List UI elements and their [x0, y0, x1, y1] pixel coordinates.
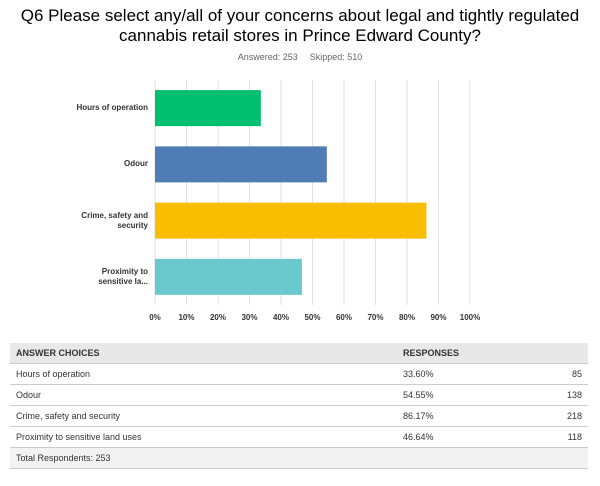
row: Odour 54.55% 138 — [10, 384, 588, 406]
row: Crime, safety and security 86.17% 218 — [10, 405, 588, 427]
x-tick-label: 30% — [241, 313, 257, 322]
percent: 54.55% — [397, 384, 514, 406]
choice: Proximity to sensitive land uses — [10, 426, 397, 448]
x-tick-label: 80% — [399, 313, 415, 322]
answered: Answered: 253 — [237, 52, 298, 62]
x-tick-label: 40% — [273, 313, 289, 322]
x-tick-label: 0% — [149, 313, 161, 322]
header: ANSWER CHOICES — [10, 343, 397, 364]
x-tick-label: 20% — [210, 313, 226, 322]
row: Proximity to sensitive land uses 46.64% 11… — [10, 426, 588, 448]
x-tick-label: 100% — [460, 313, 480, 322]
skipped: Skipped: 510 — [309, 52, 363, 62]
bar — [155, 90, 261, 127]
header: RESPONSES — [397, 343, 588, 364]
x-tick-label: 50% — [304, 313, 320, 322]
count: 218 — [513, 405, 588, 427]
category-label: Odour — [124, 159, 148, 169]
x-tick-label: 10% — [178, 313, 194, 322]
bar — [155, 258, 302, 295]
percent: 33.60% — [397, 363, 514, 385]
choice: Odour — [10, 384, 397, 406]
table: ANSWER CHOICES RESPONSES Hours of operati… — [10, 343, 588, 469]
category-label: Hours of operation — [76, 103, 148, 113]
chart: 0% 10% 20% 30% 40% 50% 60% 70% 80% 90% 100% — [149, 80, 480, 322]
bar — [155, 146, 327, 183]
count: 118 — [513, 426, 588, 448]
bar — [155, 202, 427, 239]
percent: 86.17% — [397, 405, 514, 427]
row: Hours of operation 33.60% 85 — [10, 363, 588, 385]
category-label: Proximity to sensitive la... — [98, 266, 148, 286]
choice: Crime, safety and security — [10, 405, 397, 427]
header-row: ANSWER CHOICES RESPONSES — [10, 343, 588, 364]
chart-title: Q6 Please select any/all of your concern… — [20, 6, 580, 45]
total-row: Total Respondents: 253 — [10, 447, 588, 469]
percent: 46.64% — [397, 426, 514, 448]
x-tick-label: 60% — [336, 313, 352, 322]
subtitle: Answered: 253 Skipped: 510 — [0, 52, 600, 62]
category-label: Crime, safety and security — [81, 210, 148, 230]
total: Total Respondents: 253 — [10, 447, 397, 469]
count: 85 — [513, 363, 588, 385]
x-tick-label: 70% — [367, 313, 383, 322]
x-tick-label: 90% — [430, 313, 446, 322]
count: 138 — [513, 384, 588, 406]
choice: Hours of operation — [10, 363, 397, 385]
